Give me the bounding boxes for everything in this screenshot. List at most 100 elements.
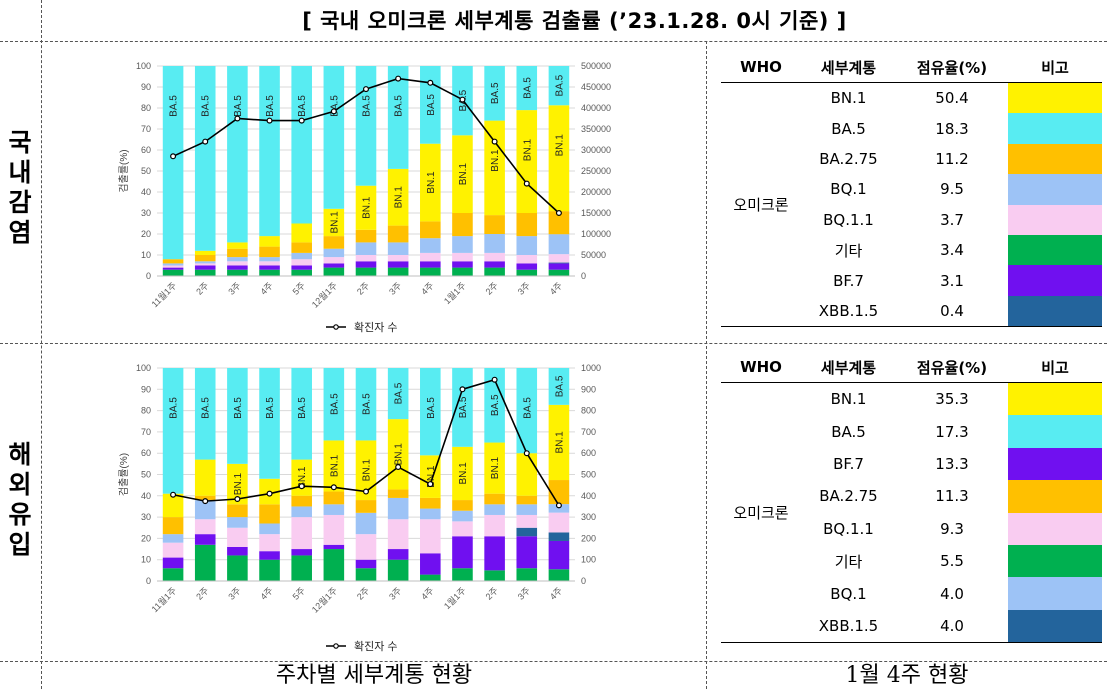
bar-segment-bn-1 [452,446,473,501]
bar-segment-bn-1 [452,135,473,213]
bar-segment-기타 [259,269,280,276]
x-tick-label: 2주 [194,280,210,296]
table-row: 오미크론 BN.1 50.4 [721,82,1102,328]
bar-segment-bf-7 [420,553,441,575]
bar-segment-bf-7 [194,265,216,270]
bar-segment-bf-7 [194,534,216,545]
table-header: 점유율(%) [896,352,1008,383]
bar-segment-bq-1-1 [548,254,570,263]
bar-segment-ba-2-75 [516,213,538,237]
bar-segment-xbb-1-5 [548,532,570,541]
color-swatch [1008,382,1102,416]
table-row: BF.7 13.3 [721,447,1102,481]
bar-label: BA.5 [329,393,340,415]
bar-segment-기타 [194,269,216,276]
line-point [363,488,370,495]
bar-segment-기타 [355,267,377,276]
bar-segment-기타 [162,568,184,581]
table-row: XBB.1.5 4.0 [721,609,1102,644]
bar-segment-bn-1 [420,143,441,222]
bar-segment-기타 [516,269,538,276]
bar-segment-bq-1 [452,510,473,522]
bar-segment-bn-1 [291,223,312,243]
y2-tick-label: 250000 [581,166,611,176]
bar-segment-bq-1-1 [420,252,441,262]
bar-segment-bf-7 [323,544,345,550]
bar-segment-bn-1 [355,185,377,230]
line-point [555,502,562,509]
bar-segment-기타 [548,269,570,276]
line-point [298,483,305,490]
bar-segment-bq-1 [355,512,377,535]
bar-segment-bf-7 [323,263,345,268]
bar-segment-bq-1 [484,234,505,253]
side-char: 입 [8,530,32,559]
table-row: BA.2.75 11.3 [721,480,1102,513]
x-tick-label: 3주 [226,585,242,601]
domestic-chart: 0 10 20 30 40 50 60 70 80 90 100 0 50000 100000 150000… [118,61,611,334]
share-cell: 13.3 [935,454,969,473]
bar-label: BA.5 [554,74,565,96]
share-cell: 3.7 [940,210,964,229]
bar-segment-ba-5 [323,368,345,441]
bar-segment-ba-5 [259,66,280,237]
bar-segment-ba-5 [194,368,216,460]
share-cell: 35.3 [935,390,969,409]
y-tick-label: 60 [141,145,151,155]
bar-segment-bf-7 [452,261,473,268]
bar-label: BN.1 [490,457,501,480]
bar-segment-기타 [484,570,505,581]
bar-label: BA.5 [490,82,501,104]
bar-segment-bq-1-1 [291,517,312,550]
bar-segment-bf-7 [484,536,505,571]
divider [41,0,42,689]
color-swatch [1008,174,1102,205]
bar-segment-bf-7 [452,536,473,569]
overseas-chart: 0102030405060708090100010020030040050060… [118,363,601,653]
who-cell: 오미크론 [721,382,801,644]
y2-tick-label: 400000 [581,103,611,113]
bar-segment-bq-1-1 [355,255,377,262]
bar-segment-기타 [420,267,441,276]
line-point [363,86,370,93]
overseas-table: WHO 세부계통 점유율(%) 비고 오미크론 BN.1 35.3 BA.5 17.3 BF.7 1… [721,352,1102,644]
line-point [170,153,177,160]
x-tick-label: 5주 [291,585,307,601]
divider [0,41,1107,42]
bar-label: BN.1 [554,431,565,454]
bar-segment-bf-7 [420,261,441,268]
bar-segment-bf-7 [227,265,248,270]
bar-label: BA.5 [265,397,276,419]
x-tick-label: 2주 [484,585,500,601]
share-cell: 3.1 [940,271,964,290]
bar-label: BA.5 [522,397,533,419]
bar-segment-기타 [227,269,248,276]
x-tick-label: 12월1주 [309,280,339,310]
x-tick-label: 5주 [291,280,307,296]
share-cell: 9.3 [940,519,964,538]
bar-label: BN.1 [554,134,565,157]
share-cell: 18.3 [935,119,969,138]
bar-segment-기타 [420,574,441,581]
bar-segment-ba-2-75 [420,221,441,239]
line-point [266,490,273,497]
bar-segment-기타 [291,555,312,581]
bar-segment-bn-1 [194,459,216,496]
lineage-cell: BF.7 [833,271,864,290]
share-cell: 5.5 [940,552,964,571]
share-cell: 9.5 [940,180,964,199]
bar-label: BN.1 [490,149,501,172]
bar-segment-bn-1 [516,453,538,496]
line-point [234,495,241,502]
line-point [202,138,209,145]
share-cell: 4.0 [896,609,1008,644]
y-tick-label: 20 [141,533,151,543]
bar-segment-bq-1-1 [194,519,216,535]
y2-tick-label: 300 [581,512,596,522]
color-swatch [1008,295,1102,328]
bar-segment-bq-1-1 [452,252,473,262]
bar-segment-bq-1-1 [548,512,570,533]
side-char: 외 [8,470,32,499]
bar-segment-bq-1-1 [452,521,473,537]
bar-segment-bq-1 [162,263,184,266]
